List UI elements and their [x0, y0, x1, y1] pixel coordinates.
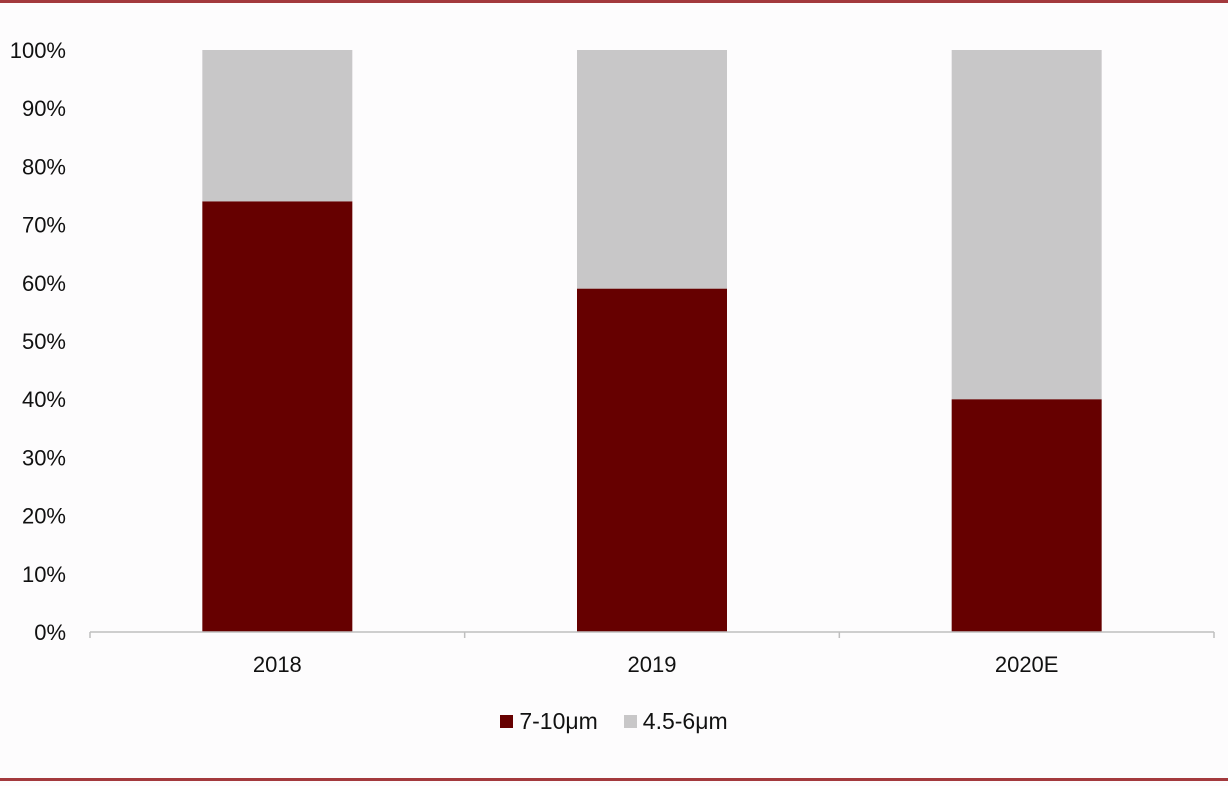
bottom-border	[0, 778, 1228, 781]
bar-1-2019	[577, 288, 727, 632]
legend-swatch-series-1	[500, 715, 514, 728]
y-axis-ticks: 0% 10% 20% 30% 40% 50% 60% 70% 80% 90% 100%	[10, 38, 66, 645]
y-tick-label: 80%	[22, 154, 66, 179]
y-tick-label: 0%	[34, 620, 66, 645]
y-tick-label: 90%	[22, 96, 66, 121]
stacked-bar-chart: 0%10%20%30%40%50%60%70%80%90%100% 2018 20…	[10, 38, 1215, 677]
legend-item-series-2: 4.5-6μm	[623, 708, 728, 735]
x-axis-labels: 2018 2019 2020E	[253, 652, 1059, 677]
bar-2-2018	[202, 50, 353, 202]
bar-1-2020E	[951, 399, 1102, 632]
legend-label-series-1: 7-10μm	[519, 708, 598, 734]
bars	[202, 50, 1102, 632]
y-tick-label: 30%	[22, 445, 66, 470]
y-tick-label: 70%	[22, 213, 66, 238]
top-border	[0, 0, 1228, 3]
bar-1-2018	[202, 201, 353, 632]
y-tick-label: 100%	[10, 38, 66, 63]
y-tick-label: 50%	[22, 329, 66, 354]
y-tick-label: 20%	[22, 504, 66, 529]
bar-2-2020E	[951, 50, 1102, 400]
x-tick-label: 2018	[253, 652, 302, 677]
x-tick-label: 2020E	[995, 652, 1059, 677]
x-tick-label: 2019	[628, 652, 677, 677]
y-tick-label: 40%	[22, 387, 66, 412]
legend-label-series-2: 4.5-6μm	[642, 708, 728, 734]
bar-2-2019	[577, 50, 727, 289]
legend: 7-10μm 4.5-6μm	[0, 708, 1228, 735]
legend-item-series-1: 7-10μm	[500, 708, 598, 735]
legend-swatch-series-2	[623, 715, 637, 728]
y-tick-label: 10%	[22, 562, 66, 587]
x-axis	[89, 631, 1215, 638]
y-tick-label: 60%	[22, 271, 66, 296]
